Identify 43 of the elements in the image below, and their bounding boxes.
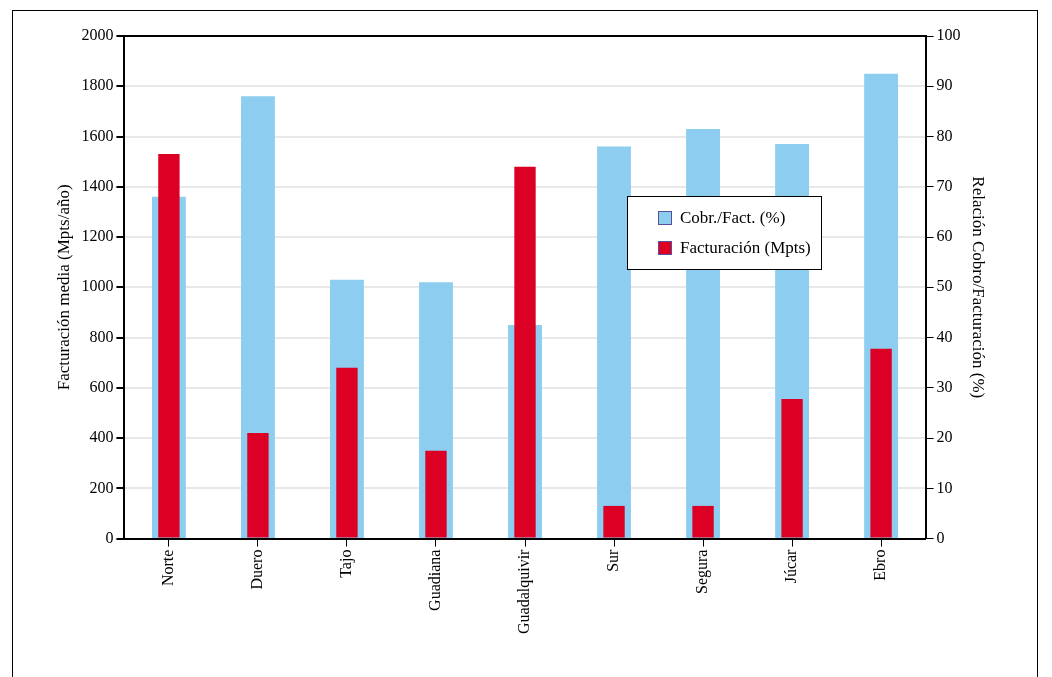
y-tick-label: 1200	[81, 227, 114, 245]
y2-tick-label: 60	[936, 227, 953, 245]
x-tick-label: Norte	[159, 549, 177, 587]
y2-tick-label: 30	[936, 378, 953, 396]
y-tick-label: 2000	[81, 26, 114, 44]
legend-label: Facturación (Mpts)	[680, 237, 811, 259]
y2-axis-title: Relación Cobro/Facturación (%)	[969, 176, 989, 399]
x-tick-label: Guadiana	[426, 549, 444, 611]
y-axis-title: Facturación media (Mpts/año)	[53, 184, 73, 391]
y-tick-label: 200	[89, 478, 114, 496]
bar	[425, 450, 447, 538]
bar	[603, 505, 625, 538]
y-tick-label: 1600	[81, 126, 114, 144]
bar	[247, 433, 269, 538]
y2-tick-label: 100	[936, 26, 961, 44]
y-tick-label: 1800	[81, 76, 114, 94]
bar	[597, 146, 631, 539]
x-tick-label: Júcar	[782, 548, 800, 584]
bar	[692, 505, 714, 538]
y-tick-label: 1400	[81, 176, 114, 194]
x-tick-label: Tajo	[337, 549, 356, 578]
y2-tick-label: 40	[936, 327, 953, 345]
y-tick-label: 0	[105, 528, 114, 546]
x-tick-label: Sur	[604, 548, 622, 572]
y2-tick-label: 70	[936, 176, 953, 194]
bar	[781, 399, 803, 538]
y-tick-label: 1000	[81, 277, 114, 295]
y-tick-label: 600	[89, 378, 114, 396]
x-tick-label: Guadalquivir	[515, 548, 534, 634]
x-tick-label: Segura	[693, 549, 712, 595]
x-tick-label: Ebro	[871, 549, 889, 581]
legend-label: Cobr./Fact. (%)	[680, 207, 786, 229]
bar	[870, 348, 892, 538]
y2-tick-label: 80	[936, 126, 953, 144]
y2-tick-label: 20	[936, 428, 953, 446]
y-tick-label: 800	[89, 327, 114, 345]
y2-tick-label: 90	[936, 76, 953, 94]
y2-tick-label: 50	[936, 277, 953, 295]
y2-tick-label: 0	[936, 528, 945, 546]
y2-tick-label: 10	[936, 478, 953, 496]
y-tick-label: 400	[89, 428, 114, 446]
x-tick-label: Duero	[248, 549, 266, 590]
bar	[336, 367, 358, 538]
